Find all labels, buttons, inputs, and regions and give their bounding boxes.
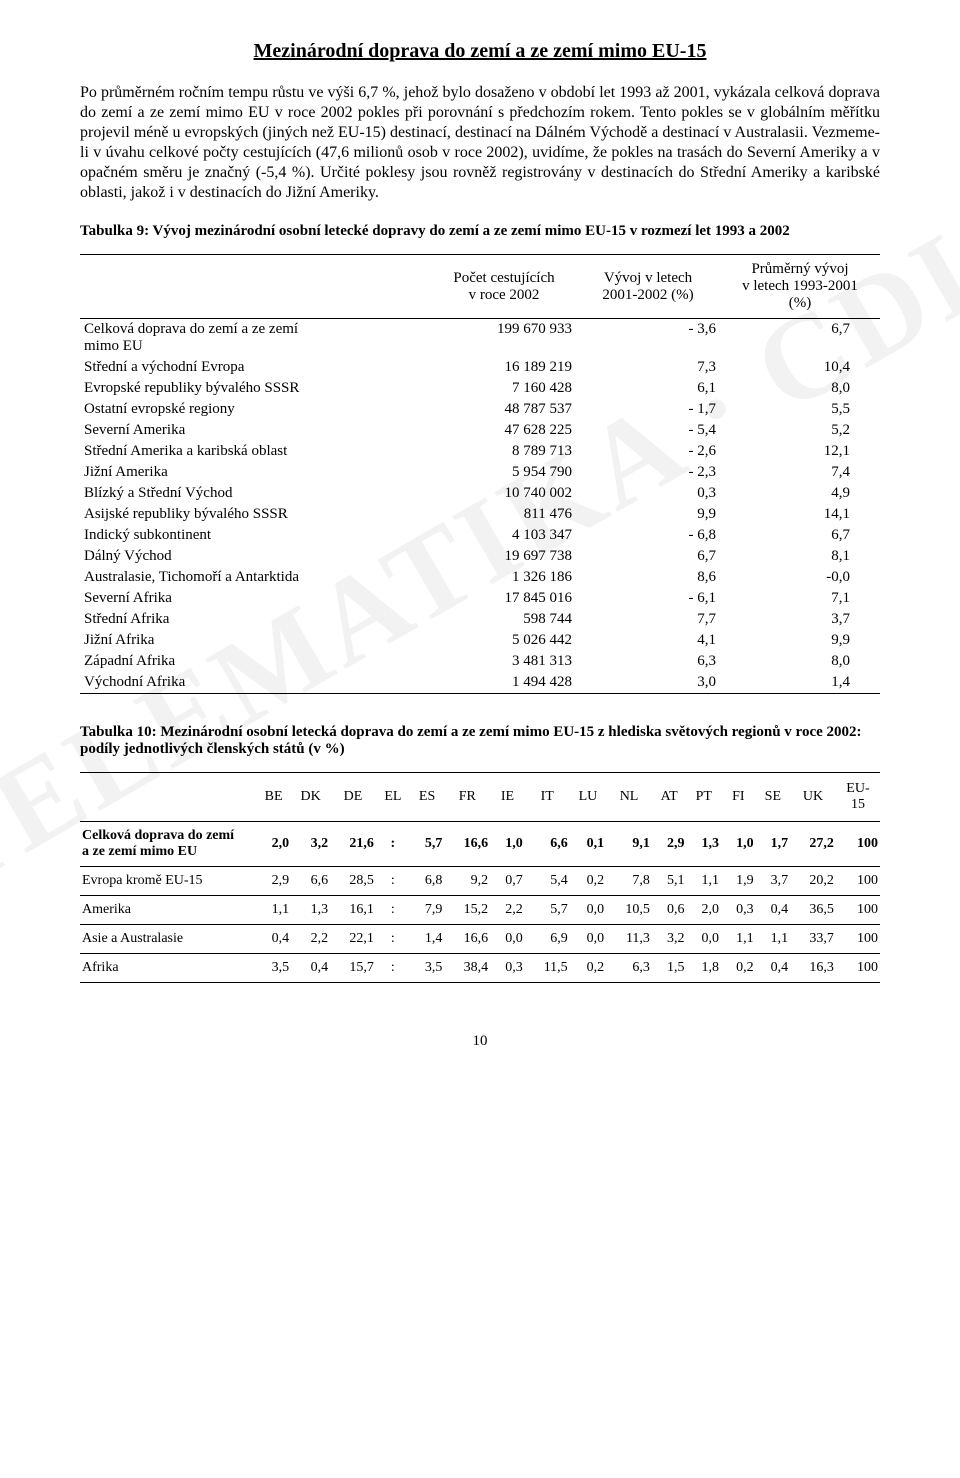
page-number: 10 [80,1033,880,1050]
table-row: Evropa kromě EU-152,96,628,5:6,89,20,75,… [80,867,880,896]
t10-col-el: EL [376,773,410,822]
t10-col-lu: LU [570,773,606,822]
t10-col-fi: FI [721,773,756,822]
t10-col-it: IT [525,773,570,822]
table-row: Střední a východní Evropa16 189 2197,310… [80,357,880,378]
table-row: Australasie, Tichomoří a Antarktida1 326… [80,567,880,588]
t10-col-pt: PT [686,773,721,822]
table-row: Evropské republiky bývalého SSSR7 160 42… [80,378,880,399]
t9-head-avg: Průměrný vývojv letech 1993-2001(%) [720,255,880,319]
t10-col-de: DE [330,773,376,822]
table-row: Východní Afrika1 494 4283,01,4 [80,672,880,694]
t10-col-be: BE [256,773,291,822]
table-row: Asijské republiky bývalého SSSR811 4769,… [80,504,880,525]
table-row: Střední Amerika a karibská oblast8 789 7… [80,441,880,462]
table-row: Asie a Australasie0,42,222,1:1,416,60,06… [80,925,880,954]
t9-head-dev: Vývoj v letech2001-2002 (%) [576,255,720,319]
table-9: Počet cestujícíchv roce 2002 Vývoj v let… [80,254,880,694]
table-row: Afrika3,50,415,7:3,538,40,311,50,26,31,5… [80,954,880,983]
table-row: Amerika1,11,316,1:7,915,22,25,70,010,50,… [80,896,880,925]
table10-caption: Tabulka 10: Mezinárodní osobní letecká d… [80,724,880,758]
table-row: Západní Afrika3 481 3136,38,0 [80,651,880,672]
body-paragraph: Po průměrném ročním tempu růstu ve výši … [80,83,880,203]
table-10: BEDKDEELESFRIEITLUNLATPTFISEUKEU-15 Celk… [80,772,880,983]
table9-caption: Tabulka 9: Vývoj mezinárodní osobní lete… [80,223,880,240]
table-row: Jižní Afrika5 026 4424,19,9 [80,630,880,651]
t10-col-ie: IE [490,773,525,822]
table-row: Jižní Amerika5 954 790- 2,37,4 [80,462,880,483]
page-title: Mezinárodní doprava do zemí a ze zemí mi… [80,40,880,63]
table-row: Severní Amerika47 628 225- 5,45,2 [80,420,880,441]
table-row: Dálný Východ19 697 7386,78,1 [80,546,880,567]
t10-col-se: SE [756,773,791,822]
t10-col-uk: UK [790,773,836,822]
t10-col-fr: FR [444,773,490,822]
t9-head-blank [80,255,432,319]
t10-col-eu-15: EU-15 [836,773,880,822]
table-row: Střední Afrika598 7447,73,7 [80,609,880,630]
t10-col-nl: NL [606,773,652,822]
table-row: Indický subkontinent4 103 347- 6,86,7 [80,525,880,546]
table-row: Celková doprava do zemía ze zemí mimo EU… [80,822,880,867]
t9-head-pax: Počet cestujícíchv roce 2002 [432,255,576,319]
table-row: Ostatní evropské regiony48 787 537- 1,75… [80,399,880,420]
t10-col-at: AT [652,773,687,822]
table-row: Celková doprava do zemí a ze zemímimo EU… [80,319,880,358]
t10-col-es: ES [410,773,445,822]
table-row: Severní Afrika17 845 016- 6,17,1 [80,588,880,609]
t10-col-dk: DK [291,773,330,822]
table-row: Blízký a Střední Východ10 740 0020,34,9 [80,483,880,504]
